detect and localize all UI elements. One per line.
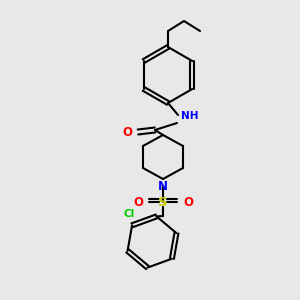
Text: N: N bbox=[158, 180, 168, 193]
Text: Cl: Cl bbox=[123, 209, 134, 219]
Text: O: O bbox=[133, 196, 143, 208]
Text: NH: NH bbox=[181, 111, 199, 121]
Text: O: O bbox=[183, 196, 193, 208]
Text: O: O bbox=[122, 125, 132, 139]
Text: S: S bbox=[158, 196, 168, 208]
